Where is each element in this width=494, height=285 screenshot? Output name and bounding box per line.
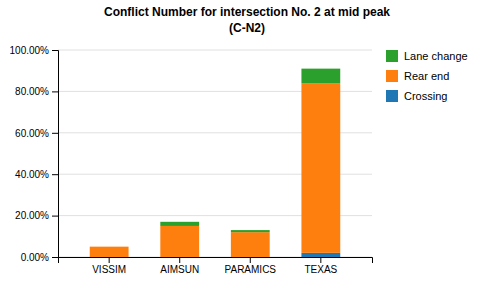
series-bars <box>90 83 340 257</box>
legend-swatch <box>386 50 398 62</box>
bar-segment <box>301 69 340 83</box>
y-tick: 100.00% <box>10 45 58 56</box>
x-tick-label: VISSIM <box>92 264 126 275</box>
y-tick-mark <box>52 174 58 175</box>
y-tick-label: 20.00% <box>15 210 49 221</box>
x-axis: VISSIM AIMSUN PARAMICS TEXAS <box>59 257 373 275</box>
bar-segment <box>301 253 340 257</box>
x-tick: PARAMICS <box>225 257 277 275</box>
x-tick-mark <box>320 257 321 263</box>
bar-segment <box>231 232 270 257</box>
x-tick-label: PARAMICS <box>225 264 277 275</box>
x-axis-line <box>59 258 373 264</box>
y-tick-label: 100.00% <box>10 45 50 56</box>
y-tick-mark <box>52 257 58 258</box>
legend-item: Lane change <box>386 50 468 62</box>
legend-label: Lane change <box>404 50 468 62</box>
bar-segment <box>160 222 199 226</box>
plot: 0.00% 20.00% 40.00% 60.00% 80.00% 100.00% VISS… <box>10 45 468 275</box>
y-tick-label: 60.00% <box>15 128 49 139</box>
x-tick: VISSIM <box>92 257 126 275</box>
y-tick: 80.00% <box>15 86 58 97</box>
y-tick-label: 80.00% <box>15 86 49 97</box>
title: Conflict Number for intersection No. 2 a… <box>104 5 390 19</box>
grid-line <box>58 50 372 51</box>
y-tick-mark <box>52 133 58 134</box>
legend-swatch <box>386 70 398 82</box>
x-tick-label: TEXAS <box>304 264 337 275</box>
legend-item: Crossing <box>386 90 447 102</box>
y-tick-label: 0.00% <box>21 252 49 263</box>
legend: Lane change Rear end Crossing <box>386 50 468 102</box>
y-tick-mark <box>52 91 58 92</box>
series-bars <box>301 253 340 257</box>
y-axis: 0.00% 20.00% 40.00% 60.00% 80.00% 100.00% <box>10 45 59 263</box>
bar-segment <box>90 247 129 257</box>
grid <box>58 50 372 257</box>
x-tick-label: AIMSUN <box>160 264 199 275</box>
x-tick: AIMSUN <box>160 257 199 275</box>
bar-segment <box>90 246 129 247</box>
y-axis-line <box>52 51 59 258</box>
bar-segment <box>160 226 199 257</box>
y-tick-mark <box>52 50 58 51</box>
x-tick-mark <box>179 257 180 263</box>
bars <box>90 69 340 257</box>
chart-container: Conflict Number for intersection No. 2 a… <box>0 0 494 285</box>
x-tick-mark <box>109 257 110 263</box>
y-tick: 60.00% <box>15 128 58 139</box>
bar-segment <box>301 83 340 253</box>
y-tick: 20.00% <box>15 210 58 221</box>
x-tick: TEXAS <box>304 257 337 275</box>
legend-label: Crossing <box>404 90 447 102</box>
series-bars <box>160 69 340 233</box>
chart-svg: Conflict Number for intersection No. 2 a… <box>0 0 494 285</box>
bar-segment <box>231 230 270 232</box>
legend-swatch <box>386 90 398 102</box>
x-tick-mark <box>250 257 251 263</box>
legend-label: Rear end <box>404 70 449 82</box>
y-tick-mark <box>52 216 58 217</box>
y-tick: 40.00% <box>15 169 58 180</box>
subtitle: (C-N2) <box>229 21 265 35</box>
y-tick-label: 40.00% <box>15 169 49 180</box>
legend-item: Rear end <box>386 70 449 82</box>
y-tick: 0.00% <box>21 252 58 263</box>
